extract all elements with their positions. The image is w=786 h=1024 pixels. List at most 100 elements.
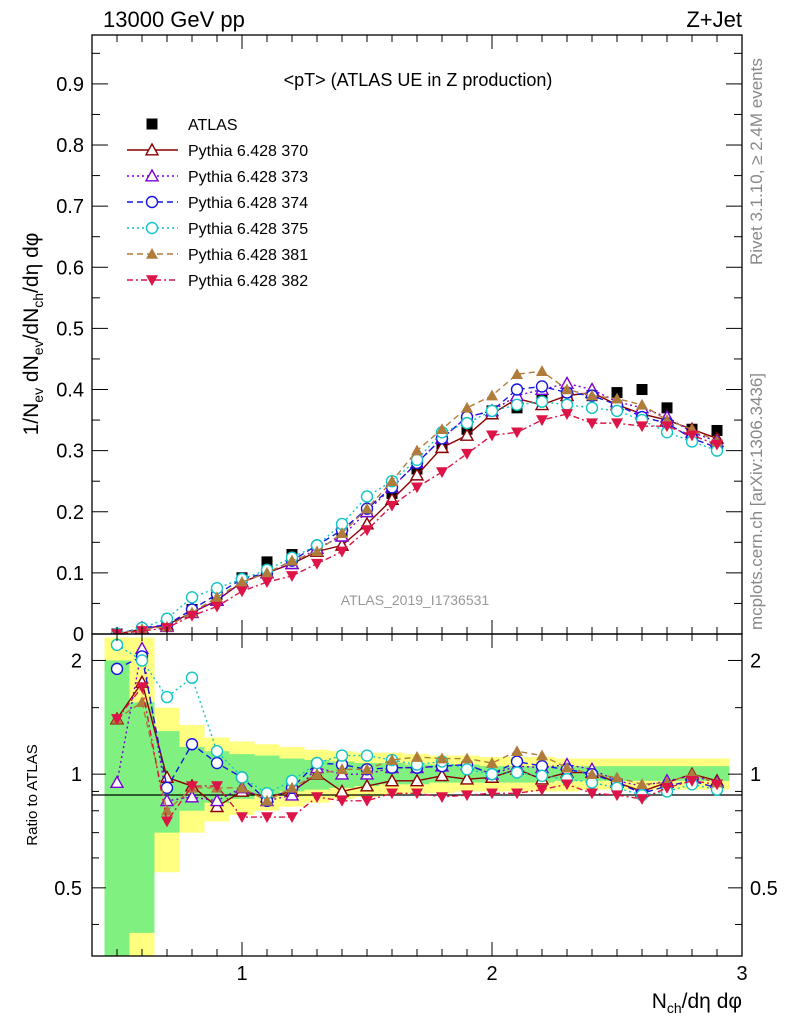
ratio-data-point [409,773,425,787]
data-point [460,416,474,430]
ratio-data-point [161,816,173,828]
ratio-data-point [284,787,300,801]
ratio-data-point [211,781,223,793]
ratio-data-point [561,761,573,773]
data-point [186,610,198,622]
ratio-data-point [486,757,498,768]
header-energy-label: 13000 GeV pp [103,7,245,32]
ratio-data-point [184,789,200,803]
ratio-data-point [511,745,523,757]
data-point [360,490,374,503]
legend-marker [145,195,159,209]
ratio-data-point [461,752,473,764]
ratio-data-point [236,781,248,793]
data-point [585,401,599,415]
ratio-data-point [386,788,398,800]
data-point [386,475,398,486]
ratio-data-point [236,812,248,824]
ratio-data-point [611,790,623,802]
data-point [411,482,423,494]
y-tick-label: 0.6 [56,257,84,279]
ratio-data-point [210,745,224,758]
ratio-data-point [535,769,549,782]
data-point [686,430,698,442]
ratio-data-point [110,662,124,676]
rivet-version-label: Rivet 3.1.10, ≥ 2.4M events [747,58,766,265]
data-point [561,383,573,395]
data-point [411,444,423,456]
data-point [409,467,425,481]
data-point [311,558,323,570]
ratio-data-point [384,773,400,787]
legend-label: Pythia 6.428 373 [188,169,308,186]
ratio-data-point [185,738,199,751]
ratio-data-point [636,794,648,805]
ratio-data-point [536,784,548,796]
ratio-data-point [561,779,573,791]
data-point [510,383,524,396]
green-band-bin [129,702,155,933]
data-point [511,427,523,439]
ratio-data-point [536,749,548,761]
ratio-data-point [311,792,323,803]
ratio-data-point [411,751,423,762]
ratio-y-tick-label-right: 0.5 [750,878,778,900]
ratio-data-point [586,768,598,779]
data-point [611,392,623,404]
legend-label: ATLAS [188,117,238,134]
ratio-data-point [261,812,273,824]
data-point [536,415,548,427]
data-point [361,502,373,514]
ratio-data-point [161,804,173,816]
ratio-series-pythia-375 [110,638,724,802]
ratio-data-point [386,754,398,765]
data-point [535,395,549,408]
legend-label: Pythia 6.428 370 [188,143,308,160]
ratio-series-pythia-382 [111,682,723,828]
y-tick-label: 0.9 [56,74,84,96]
data-point [636,384,648,396]
data-point [461,401,473,413]
ratio-data-point [209,793,225,807]
series-pythia-381 [113,365,723,634]
ratio-data-point [686,776,698,787]
data-point [511,368,523,380]
data-point [286,554,298,566]
data-point [661,402,673,414]
legend-marker [146,248,158,259]
data-point [485,404,499,418]
data-point [636,421,648,433]
data-point [434,440,450,454]
data-point [486,389,498,401]
legend-item: Pythia 6.428 382 [127,273,308,290]
x-axis-label: Nch/dη dφ [652,990,742,1016]
main-panel-axes: 0 0.1 0.2 0.3 0.4 0.5 0.6 0.7 0.8 0.9 [56,35,743,646]
ratio-data-point [235,771,249,784]
y-tick-label: 0.4 [56,380,84,402]
legend-marker [146,118,158,130]
legend-marker [144,142,160,156]
data-point [661,421,673,433]
legend-label: Pythia 6.428 381 [188,247,308,264]
ratio-data-point [310,756,324,770]
legend-item: ATLAS [146,117,238,134]
main-panel-data [110,365,725,634]
data-point [461,448,473,460]
legend-marker [144,168,160,182]
y-tick-label: 0.8 [56,135,84,157]
ratio-data-point [411,788,423,800]
data-point [535,380,549,393]
data-point [610,404,624,418]
data-point [261,566,273,578]
ratio-data-point [434,768,450,782]
x-tick-label: 3 [736,963,747,985]
legend: ATLAS Pythia 6.428 370 Pythia 6.428 373 Pyt… [127,117,308,290]
ratio-data-point [136,682,148,694]
main-y-axis-label: 1/Nev dNev/dNch/dη dφ [20,233,46,436]
ratio-data-point [636,778,648,790]
data-point [586,418,598,430]
ratio-data-point [661,783,673,794]
ratio-data-point [361,796,373,807]
data-point [711,424,723,436]
